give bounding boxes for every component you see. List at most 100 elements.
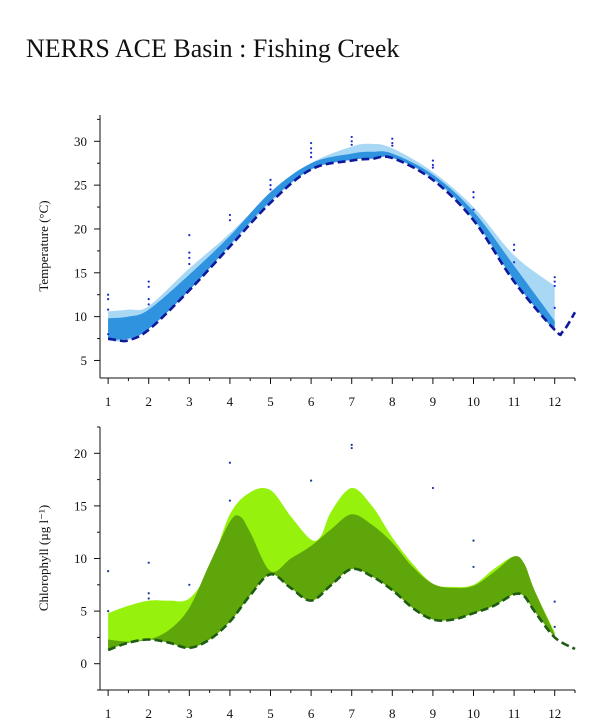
temperature-data-point [107,298,110,301]
chlorophyll-x-tick-label: 1 [105,706,112,721]
temperature-x-tick-label: 10 [467,394,480,409]
chlorophyll-x-tick-label: 10 [467,706,480,721]
chlorophyll-inner-band [108,514,555,650]
chlorophyll-y-tick-label: 0 [81,656,88,671]
temperature-data-point [147,298,150,301]
chart-title: NERRS ACE Basin : Fishing Creek [26,34,400,63]
chlorophyll-data-point [553,625,556,628]
chlorophyll-x-tick-label: 9 [430,706,437,721]
chlorophyll-y-tick-label: 20 [74,446,87,461]
temperature-data-point [269,184,272,187]
temperature-y-tick-label: 10 [74,309,87,324]
temperature-data-point [553,306,556,309]
chlorophyll-x-tick-label: 4 [227,706,234,721]
temperature-data-point [431,159,435,162]
chlorophyll-data-point [310,479,313,482]
temperature-data-point [431,163,435,167]
chlorophyll-data-point [472,565,475,569]
temperature-x-tick-label: 5 [267,394,274,409]
temperature-x-tick-label: 11 [508,394,521,409]
chlorophyll-median-line [107,567,576,652]
chlorophyll-data-point [147,597,150,600]
temperature-data-point [269,178,272,181]
temperature-x-tick-label: 6 [308,394,315,409]
temperature-data-point [107,308,110,311]
temperature-y-tick-label: 25 [74,178,87,193]
temperature-x-tick-label: 8 [389,394,396,409]
temperature-x-tick-label: 4 [227,394,234,409]
temperature-data-point [147,285,150,288]
temperature-data-point [310,147,313,150]
chlorophyll-data-point [147,592,150,595]
temperature-data-point [107,293,110,296]
temperature-data-point [147,303,150,306]
chlorophyll-y-axis-title: Chlorophyll (µg l⁻¹) [36,505,51,611]
temperature-data-point [228,213,232,217]
temperature-data-point [391,141,394,145]
chlorophyll-data-point [107,610,110,613]
chlorophyll-data-point [431,486,435,490]
chlorophyll-y-tick-label: 5 [81,604,88,619]
temperature-data-point [310,151,313,154]
temperature-data-point [269,188,272,191]
chlorophyll-x-tick-label: 7 [348,706,355,721]
chlorophyll-data-point [107,570,110,573]
temperature-x-tick-label: 12 [548,394,561,409]
chlorophyll-x-tick-label: 2 [145,706,152,721]
temperature-x-tick-label: 2 [145,394,152,409]
temperature-y-tick-label: 30 [74,134,87,149]
temperature-x-tick-label: 9 [430,394,437,409]
temperature-data-point [107,333,110,336]
temperature-data-point [350,135,353,139]
temperature-data-point [228,219,232,222]
temperature-data-point [472,191,475,194]
temperature-data-point [350,140,353,143]
temperature-data-point [553,276,556,279]
temperature-x-tick-label: 7 [348,394,355,409]
temperature-data-point [391,137,394,140]
temperature-y-tick-label: 5 [81,353,88,368]
temperature-data-point [350,143,353,146]
temperature-data-point [472,196,475,199]
temperature-data-point [553,284,556,288]
chlorophyll-data-point [350,443,353,446]
chlorophyll-data-point [350,446,353,450]
temperature-data-point [553,280,556,283]
temperature-data-point [513,243,516,246]
chlorophyll-data-point [228,499,232,502]
temperature-data-point [472,208,475,211]
temperature-data-point [513,248,516,252]
temperature-y-tick-label: 20 [74,221,87,236]
chlorophyll-y-tick-label: 10 [74,551,87,566]
temperature-data-point [391,144,394,147]
temperature-data-point [513,261,516,264]
temperature-median-line [107,155,577,343]
chlorophyll-data-point [553,600,556,603]
temperature-data-point [188,256,191,259]
chlorophyll-x-tick-label: 12 [548,706,561,721]
chlorophyll-x-tick-label: 6 [308,706,315,721]
chlorophyll-x-tick-label: 8 [389,706,396,721]
chlorophyll-x-tick-label: 3 [186,706,193,721]
chlorophyll-data-point [228,461,232,464]
temperature-x-tick-label: 3 [186,394,193,409]
temperature-data-point [188,251,191,254]
temperature-data-point [431,166,435,169]
chlorophyll-y-tick-label: 15 [74,498,87,513]
temperature-data-point [188,234,191,237]
temperature-data-point [147,280,150,283]
chlorophyll-data-point [472,539,475,542]
temperature-data-point [310,141,313,145]
temperature-inner-band [108,151,555,340]
temperature-y-tick-label: 15 [74,265,87,280]
chlorophyll-x-tick-label: 5 [267,706,274,721]
temperature-data-point [310,155,313,159]
temperature-y-axis-title: Temperature (°C) [36,200,51,291]
chlorophyll-x-tick-label: 11 [508,706,521,721]
chlorophyll-data-point [188,583,191,586]
temperature-x-tick-label: 1 [105,394,112,409]
chlorophyll-data-point [147,561,150,564]
